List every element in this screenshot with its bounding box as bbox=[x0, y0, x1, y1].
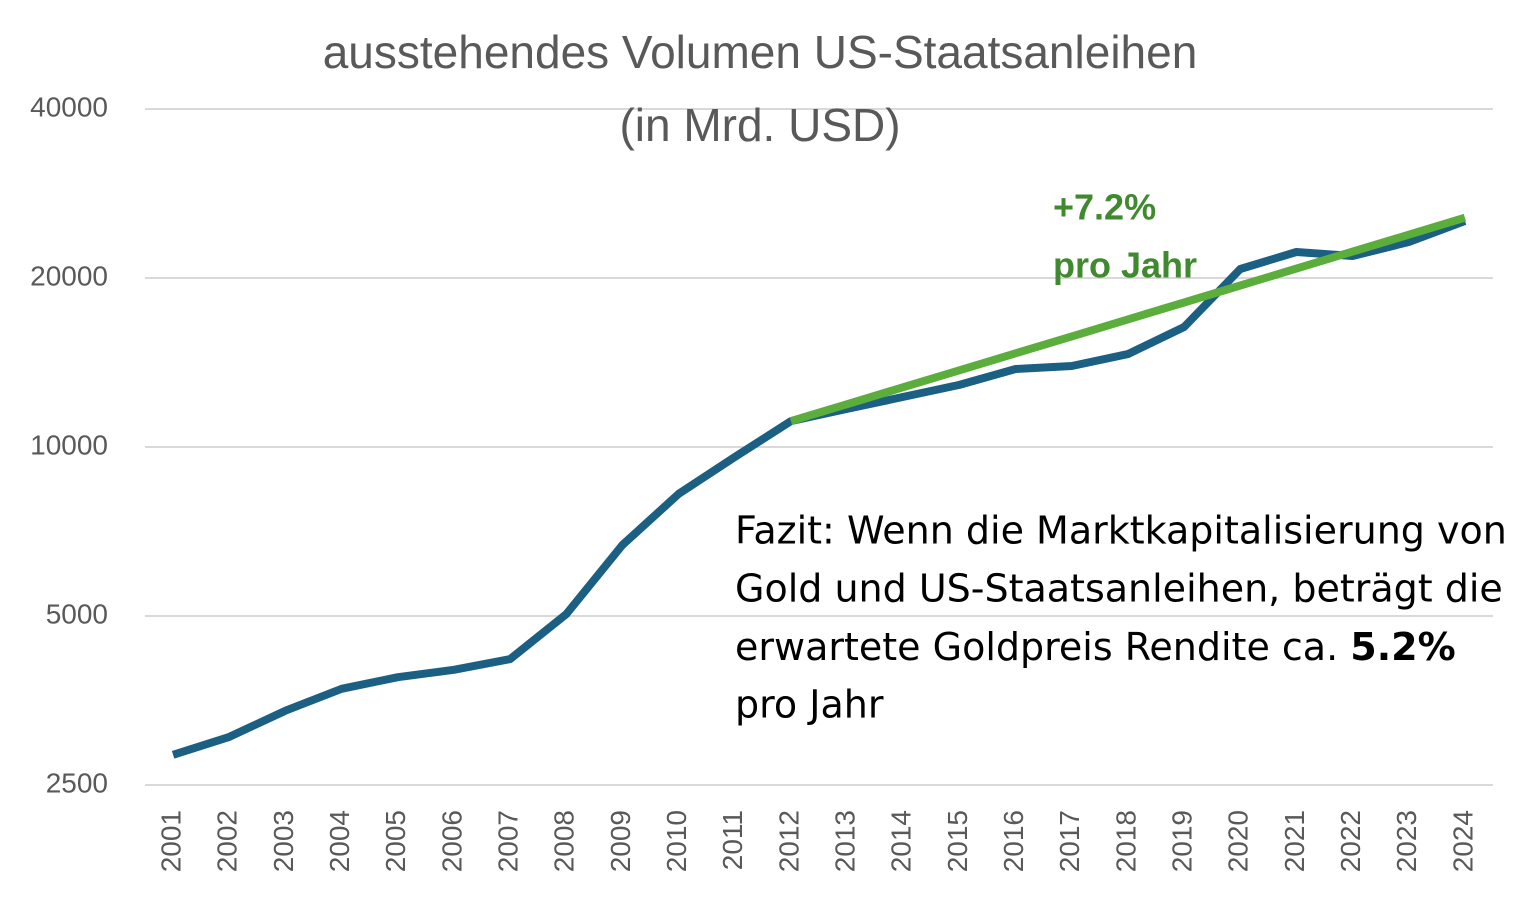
x-tick-label: 2006 bbox=[436, 810, 467, 872]
x-tick-label: 2017 bbox=[1054, 810, 1085, 872]
conclusion-text: erwartete Goldpreis Rendite ca. bbox=[735, 625, 1350, 669]
y-tick-label: 2500 bbox=[46, 767, 108, 798]
conclusion-text: erwartete Goldpreis Rendite ca. 5.2% bbox=[735, 625, 1456, 669]
x-tick-label: 2001 bbox=[155, 810, 186, 872]
conclusion-highlight: 5.2% bbox=[1350, 625, 1455, 669]
x-tick-label: 2009 bbox=[605, 810, 636, 872]
chart-subtitle: (in Mrd. USD) bbox=[619, 99, 900, 151]
x-tick-label: 2019 bbox=[1166, 810, 1197, 872]
x-tick-label: 2018 bbox=[1110, 810, 1141, 872]
series-line bbox=[789, 213, 1467, 425]
x-tick-label: 2007 bbox=[492, 810, 523, 872]
x-tick-label: 2015 bbox=[942, 810, 973, 872]
x-tick-label: 2022 bbox=[1335, 810, 1366, 872]
x-tick-label: 2004 bbox=[324, 810, 355, 872]
series-line bbox=[171, 217, 1467, 759]
x-tick-label: 2016 bbox=[998, 810, 1029, 872]
trend-label: +7.2% bbox=[1053, 187, 1156, 228]
y-tick-label: 5000 bbox=[46, 598, 108, 629]
x-tick-label: 2020 bbox=[1223, 810, 1254, 872]
x-tick-label: 2002 bbox=[212, 810, 243, 872]
conclusion-text: pro Jahr bbox=[735, 683, 884, 727]
x-tick-label: 2013 bbox=[829, 810, 860, 872]
x-tick-label: 2005 bbox=[380, 810, 411, 872]
x-tick-label: 2021 bbox=[1279, 810, 1310, 872]
chart-title: ausstehendes Volumen US-Staatsanleihen bbox=[323, 26, 1198, 78]
y-tick-label: 20000 bbox=[30, 260, 108, 291]
x-tick-label: 2012 bbox=[773, 810, 804, 872]
conclusion-text: Gold und US-Staatsanleihen, beträgt die bbox=[735, 567, 1503, 611]
x-tick-label: 2023 bbox=[1391, 810, 1422, 872]
y-tick-label: 40000 bbox=[30, 91, 108, 122]
conclusion-text: Fazit: Wenn die Marktkapitalisierung von bbox=[735, 509, 1507, 553]
y-tick-label: 10000 bbox=[30, 429, 108, 460]
x-tick-label: 2008 bbox=[549, 810, 580, 872]
trend-label: pro Jahr bbox=[1053, 245, 1197, 286]
x-tick-label: 2024 bbox=[1447, 810, 1478, 872]
x-tick-label: 2014 bbox=[886, 810, 917, 872]
x-tick-label: 2011 bbox=[717, 810, 748, 870]
x-tick-label: 2003 bbox=[268, 810, 299, 872]
x-tick-label: 2010 bbox=[661, 810, 692, 872]
